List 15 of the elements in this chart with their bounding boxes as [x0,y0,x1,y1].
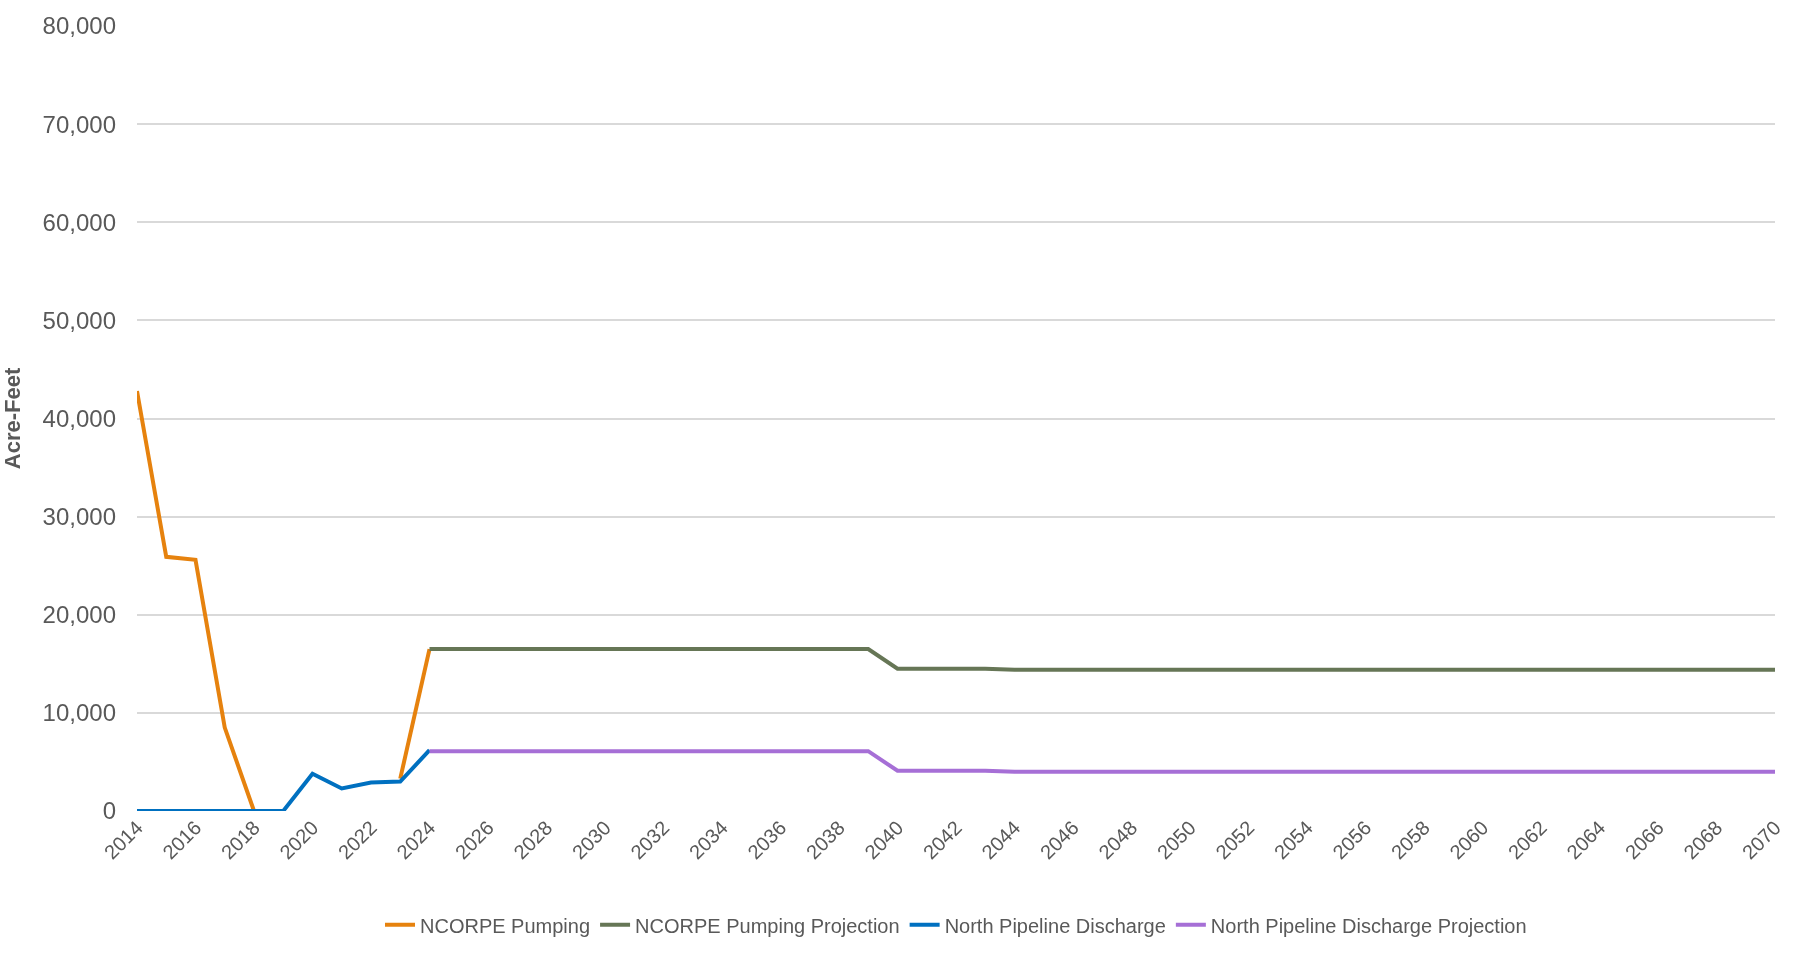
y-tick-label: 30,000 [42,503,116,531]
legend-label: NCORPE Pumping [420,914,591,937]
legend-label: NCORPE Pumping Projection [635,914,900,937]
y-tick-label: 20,000 [42,601,116,629]
y-tick-label: 40,000 [42,404,116,432]
y-tick-label: 50,000 [42,306,116,334]
y-tick-label: 70,000 [42,110,116,138]
y-tick-label: 80,000 [42,12,116,40]
y-tick-label: 0 [102,797,116,825]
y-axis-title: Acre-Feet [0,367,26,470]
legend-label: North Pipeline Discharge [944,914,1166,937]
y-tick-label: 10,000 [42,699,116,727]
y-tick-label: 60,000 [42,208,116,236]
line-series [137,748,432,811]
legend-label: North Pipeline Discharge Projection [1210,914,1527,937]
